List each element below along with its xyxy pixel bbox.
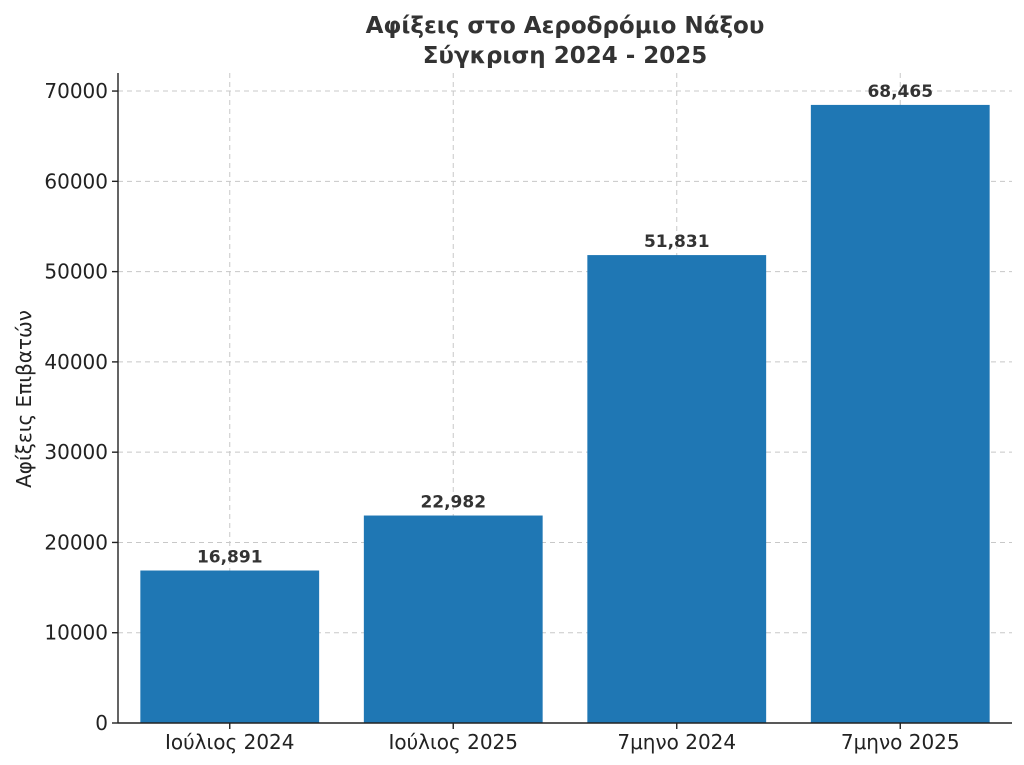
y-tick-label: 0	[95, 711, 108, 735]
y-tick-label: 40000	[44, 350, 108, 374]
y-tick-label: 50000	[44, 260, 108, 284]
bar	[587, 255, 767, 724]
chart-title: Αφίξεις στο Αεροδρόμιο Νάξου	[366, 13, 765, 39]
bar	[363, 515, 543, 723]
y-axis-label: Αφίξεις Επιβατών	[12, 310, 36, 488]
data-labels-layer: 16,891 22,982 51,831 68,465	[197, 82, 933, 568]
x-tick-label: Ιούλιος 2024	[165, 730, 295, 754]
y-tick-label: 60000	[44, 169, 108, 193]
chart-subtitle: Σύγκριση 2024 - 2025	[423, 43, 708, 69]
bar-data-label: 68,465	[867, 82, 933, 102]
x-tick-label: 7μηνο 2024	[617, 730, 736, 754]
bars-layer	[140, 104, 990, 724]
bar-data-label: 16,891	[197, 548, 263, 568]
bar	[140, 570, 320, 723]
y-tick-label: 70000	[44, 79, 108, 103]
bar-data-label: 22,982	[420, 493, 486, 513]
bar-data-label: 51,831	[644, 232, 710, 252]
y-tick-label: 10000	[44, 621, 108, 645]
x-tick-label: 7μηνο 2025	[841, 730, 960, 754]
y-tick-label: 20000	[44, 530, 108, 554]
y-tick-label: 30000	[44, 440, 108, 464]
x-tick-label: Ιούλιος 2025	[388, 730, 518, 754]
ticks-layer: 0 10000 20000 30000 40000 50000 60000 70000 Ιούλ…	[44, 79, 959, 754]
bar	[810, 104, 990, 723]
